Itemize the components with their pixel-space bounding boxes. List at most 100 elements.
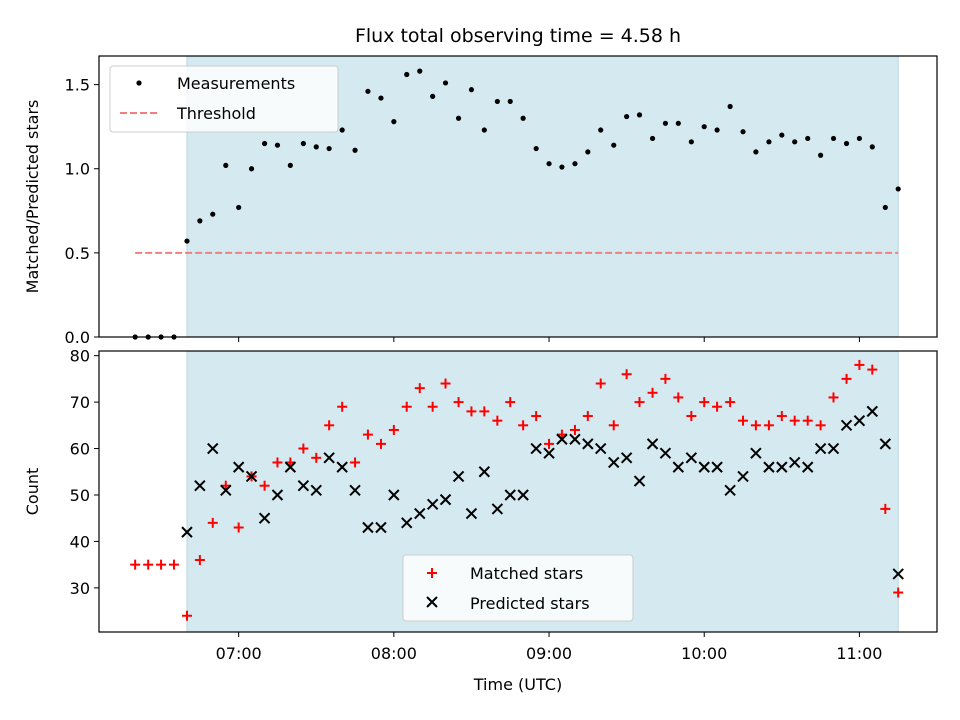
predicted-star-marker [659,447,672,459]
measurement-point [882,204,888,211]
predicted-star-marker [711,461,723,473]
matched-star-marker [311,452,322,463]
matched-star-marker [673,392,684,403]
matched-star-marker [233,522,244,533]
predicted-star-marker [672,461,685,473]
matched-star-marker [531,411,542,422]
predicted-star-marker [414,507,426,520]
y-tick-label: 0.0 [65,328,90,347]
predicted-star-marker [724,484,736,497]
measurement-point [649,135,656,142]
matched-star-marker [699,397,710,408]
predicted-star-marker [452,470,465,483]
measurement-point [714,127,720,133]
predicted-star-marker [310,484,322,497]
matched-star-marker [401,401,412,412]
predicted-star-marker [582,438,594,450]
measurement-point [843,140,850,147]
measurement-point [611,142,617,148]
y-axis-label: Matched/Predicted stars [23,100,42,294]
matched-star-marker [802,415,813,426]
predicted-star-marker [349,484,361,497]
predicted-star-marker [336,461,348,473]
predicted-star-marker [491,503,504,515]
measurement-point [274,142,281,148]
matched-star-marker [518,420,529,431]
predicted-star-marker [388,489,400,501]
measurement-point [210,211,216,217]
count-points [130,359,904,621]
measurement-point [430,93,436,99]
legend-measurements-label: Measurements [177,74,295,93]
measurement-point [365,88,371,94]
y-tick-label: 1.5 [65,76,90,95]
measurement-point [701,124,707,130]
measurement-point [507,98,513,105]
measurement-point [197,218,203,224]
matched-star-marker [621,369,632,380]
matched-star-marker [738,415,749,426]
matched-star-marker [350,457,361,468]
y-tick-label: 50 [70,486,90,505]
measurement-point [688,139,694,145]
predicted-star-marker [569,433,581,445]
predicted-star-marker [814,442,827,455]
matched-star-marker [763,420,774,431]
measurement-point [585,149,591,155]
predicted-star-marker [220,484,232,497]
measurement-point [753,149,759,155]
matched-star-marker [362,429,373,440]
measurement-point [313,144,319,150]
measurement-point [766,139,772,145]
measurement-point [624,113,630,120]
matched-star-marker [867,364,878,375]
predicted-star-marker [698,461,710,473]
matched-star-marker [388,424,399,435]
matched-star-marker [259,480,270,491]
y-tick-label: 1.0 [65,160,90,179]
legend-box [109,65,339,133]
x-axis-ticks: 07:00 08:00 09:00 10:00 11:00 [216,632,882,663]
matched-star-marker [828,392,839,403]
legend-box [402,554,634,622]
legend-predicted-marker [426,596,438,608]
measurement-point [223,162,229,168]
predicted-star-marker [633,475,646,487]
y-axis-label: Count [23,468,42,516]
y-axis-ticks: 30 40 50 60 70 80 [70,347,99,598]
x-axis-label: Time (UTC) [473,675,562,694]
measurement-point [662,120,669,126]
predicted-star-marker [375,521,387,534]
predicted-star-marker [737,470,749,483]
legend-predicted-label: Predicted stars [470,594,590,613]
plot-frame [98,350,938,633]
y-tick-label: 0.5 [65,244,90,263]
measurement-point [326,145,332,152]
predicted-star-marker [685,452,698,464]
legend-matched-label: Matched stars [470,564,583,583]
predicted-star-marker [517,489,529,501]
measurement-point [830,135,837,142]
x-axis-ticks [238,337,860,342]
legend-measurements-marker [136,80,142,86]
predicted-star-marker [245,470,258,483]
predicted-star-marker [426,498,439,510]
predicted-star-marker [297,479,310,492]
predicted-star-marker [827,442,840,455]
legend-threshold-label: Threshold [176,104,256,123]
matched-star-marker [207,517,218,528]
matched-star-marker [337,401,348,412]
y-tick-label: 30 [70,579,90,598]
matched-star-marker [582,411,593,422]
matched-star-marker [776,411,787,422]
matched-star-marker [634,397,645,408]
predicted-star-marker [556,433,568,445]
predicted-star-marker [194,479,206,492]
measurement-point [404,71,410,78]
predicted-star-marker [271,489,284,501]
predicted-star-marker [853,414,866,427]
x-tick-label: 10:00 [681,644,727,663]
matched-star-marker [324,420,335,431]
predicted-star-marker [892,568,904,580]
